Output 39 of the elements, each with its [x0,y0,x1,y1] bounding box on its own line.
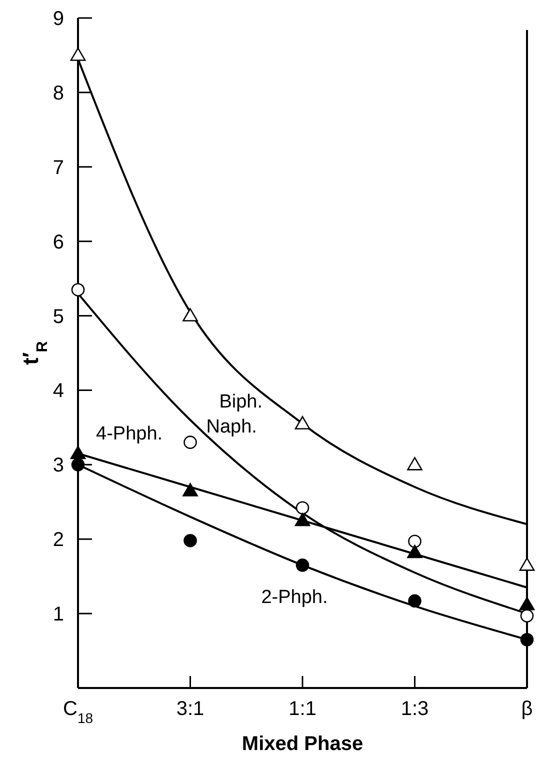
x-tick-label: β [521,698,533,720]
point [71,458,85,472]
y-tick-label: 2 [52,529,64,552]
y-tick-label: 3 [52,454,64,477]
point [184,436,197,449]
point [296,558,310,572]
x-tick-label: 1:3 [400,698,429,720]
y-tick-label: 7 [52,156,64,179]
point [182,308,198,322]
point [70,446,86,460]
point [408,594,422,608]
series-label: Biph. [219,392,262,413]
y-tick-label: 8 [52,82,64,104]
point [519,596,535,610]
y-tick-label: 6 [52,231,64,254]
point [520,609,534,622]
point [407,457,422,470]
x-tick-label: C$_{18}$ [62,698,94,726]
x-tick-label: 1:1 [288,698,316,720]
series-label: 4-Phph. [96,424,163,444]
x-axis-title: Mixed Phase [242,733,364,755]
point [294,512,310,526]
point [70,48,86,61]
point [408,534,422,548]
x-tick-label: 3:1 [176,698,204,720]
point [407,544,422,558]
point [294,416,310,430]
y-tick-label: 1 [52,604,64,626]
point [184,534,197,548]
point [296,501,310,514]
point [182,483,198,496]
y-tick-label: 5 [52,306,64,328]
y-tick-label: 9 [52,8,64,30]
point [520,632,534,646]
point [519,558,535,571]
y-tick-label: 4 [52,380,64,402]
series-label: Naph. [206,416,257,438]
series-label: 2-Phph. [261,587,328,608]
point [71,283,85,296]
